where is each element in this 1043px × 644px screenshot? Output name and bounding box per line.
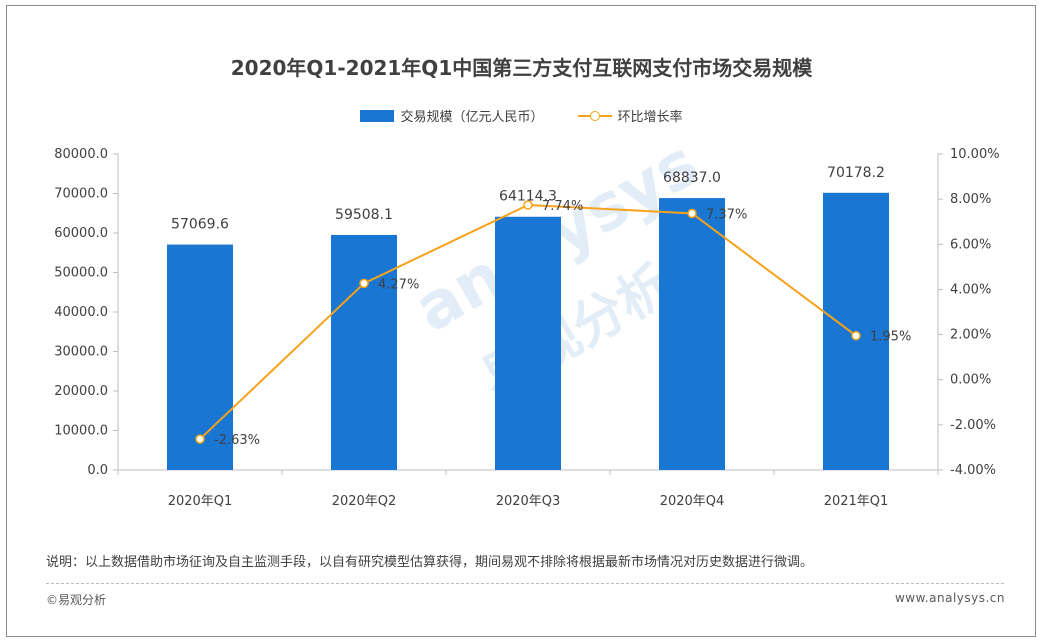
footnote: 说明：以上数据借助市场征询及自主监测手段，以自有研究模型估算获得，期间易观不排除… <box>46 555 814 570</box>
bar <box>331 234 397 470</box>
legend-label-bar: 交易规模（亿元人民币） <box>400 110 544 125</box>
left-tick-label: 60000.0 <box>54 226 108 241</box>
x-tick-label: 2021年Q1 <box>824 494 889 509</box>
left-tick-label: 20000.0 <box>54 384 108 399</box>
right-tick-label: 0.00% <box>950 373 991 388</box>
growth-rate-point <box>687 208 697 219</box>
left-tick-label: 70000.0 <box>54 187 108 202</box>
left-tick-label: 50000.0 <box>54 266 108 281</box>
bar-value-label: 64114.3 <box>499 189 557 205</box>
growth-rate-label: 4.27% <box>378 277 419 292</box>
right-tick-label: -4.00% <box>950 463 996 478</box>
legend-item-bar: 交易规模（亿元人民币） <box>360 106 544 125</box>
legend-bar-swatch <box>360 109 395 122</box>
right-tick-label: 8.00% <box>950 192 991 207</box>
left-tick-label: 10000.0 <box>54 424 108 439</box>
footer-divider <box>46 583 1004 584</box>
right-tick-label: -2.00% <box>950 418 996 433</box>
growth-rate-label: 7.74% <box>542 199 583 214</box>
legend-line-swatch <box>577 110 612 122</box>
growth-rate-label: -2.63% <box>214 433 260 448</box>
right-tick-label: 10.00% <box>950 147 1000 162</box>
growth-rate-point <box>195 434 205 444</box>
legend-item-line: 环比增长率 <box>577 106 683 125</box>
left-tick-label: 80000.0 <box>54 147 108 162</box>
x-tick-label: 2020年Q4 <box>660 494 725 509</box>
left-tick-label: 0.0 <box>87 463 108 478</box>
chart-legend: 交易规模（亿元人民币） 环比增长率 <box>0 106 1043 125</box>
x-tick-label: 2020年Q1 <box>168 494 233 509</box>
bar <box>167 244 233 470</box>
growth-rate-label: 1.95% <box>870 330 911 345</box>
legend-label-line: 环比增长率 <box>617 110 683 125</box>
website-link[interactable]: www.analysys.cn <box>894 591 1005 605</box>
growth-rate-point <box>851 330 861 341</box>
bar-value-label: 59508.1 <box>335 207 393 223</box>
copyright: ©易观分析 <box>46 593 107 607</box>
bar <box>659 198 725 470</box>
x-tick-label: 2020年Q2 <box>332 494 397 509</box>
bar-value-label: 57069.6 <box>171 217 229 233</box>
x-tick-label: 2020年Q3 <box>496 494 561 509</box>
left-tick-label: 40000.0 <box>54 305 108 320</box>
bar-value-label: 68837.0 <box>663 170 721 186</box>
right-tick-label: 2.00% <box>950 328 991 343</box>
right-tick-label: 4.00% <box>950 282 991 297</box>
chart-title: 2020年Q1-2021年Q1中国第三方支付互联网支付市场交易规模 <box>230 56 813 80</box>
bar <box>495 216 561 470</box>
growth-rate-point <box>359 278 369 289</box>
left-tick-label: 30000.0 <box>54 345 108 360</box>
bar-value-label: 70178.2 <box>827 165 885 181</box>
growth-rate-label: 7.37% <box>706 207 747 222</box>
growth-rate-point <box>523 200 533 210</box>
right-tick-label: 6.00% <box>950 237 991 252</box>
